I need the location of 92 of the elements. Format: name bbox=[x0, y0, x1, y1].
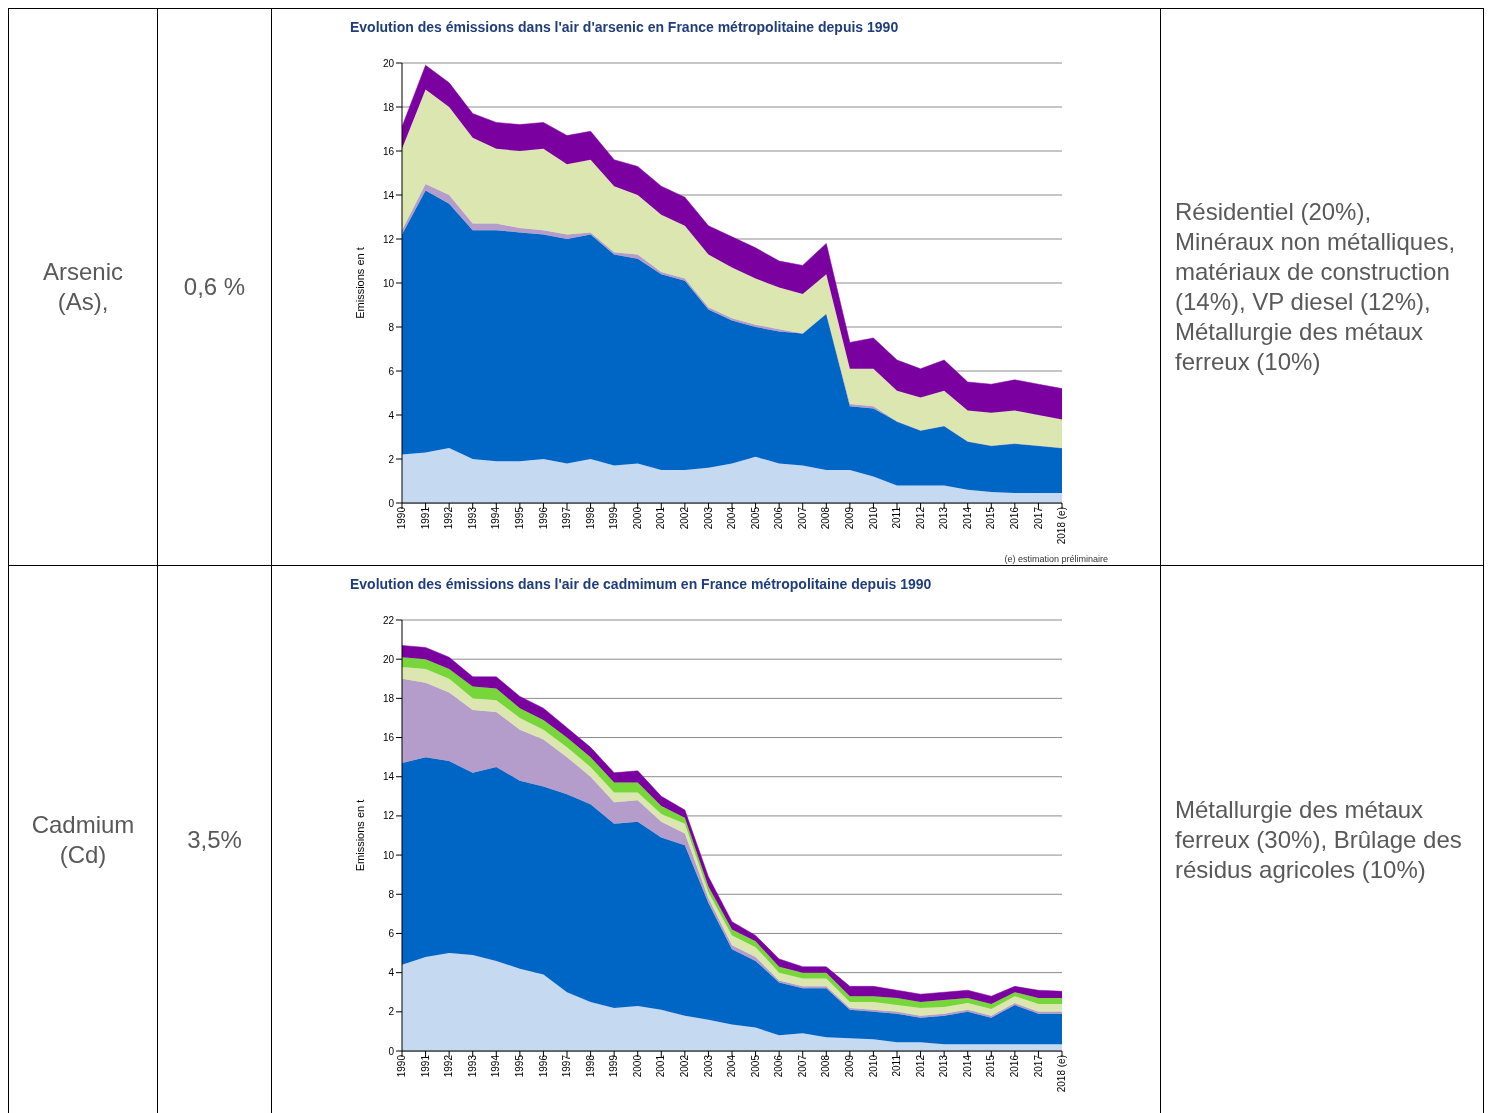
y-tick-label: 18 bbox=[382, 101, 395, 113]
x-tick-label: 2005 bbox=[749, 506, 761, 530]
x-tick-label: 2011 bbox=[891, 1054, 903, 1077]
y-tick-label: 20 bbox=[382, 653, 395, 665]
x-tick-label: 2008 bbox=[820, 506, 832, 530]
x-tick-label: 1998 bbox=[584, 506, 596, 530]
text: Résidentiel (20%), Minéraux non métalliques, matériaux de construction (14%), VP diesel (12%), Métallurgie des métaux ferreux (10%) bbox=[1175, 197, 1457, 377]
x-tick-label: 2007 bbox=[796, 506, 808, 530]
chart-title: Evolution des émissions dans l'air d'arsenic en France métropolitaine depuis 1990 bbox=[350, 19, 899, 35]
y-tick-label: 8 bbox=[388, 888, 395, 900]
y-tick-label: 0 bbox=[388, 1045, 395, 1057]
text: (e) estimation préliminaire bbox=[1004, 554, 1108, 564]
x-tick-label: 2004 bbox=[726, 1054, 738, 1078]
y-tick-label: 6 bbox=[388, 365, 395, 377]
y-tick-label: 6 bbox=[388, 928, 395, 939]
x-tick-label: 1996 bbox=[537, 506, 549, 530]
x-tick-label: 2002 bbox=[678, 1054, 690, 1078]
y-tick-label: 4 bbox=[388, 967, 395, 979]
text: Cadmium (Cd) bbox=[31, 809, 135, 870]
x-tick-label: 1993 bbox=[466, 1054, 478, 1078]
text: Arsenic (As), bbox=[42, 257, 124, 317]
chart-title: Evolution des émissions dans l'air de cadmimum en France métropolitaine depuis 1990 bbox=[350, 576, 932, 592]
y-tick-label: 12 bbox=[382, 233, 395, 245]
y-tick-label: 22 bbox=[382, 614, 395, 626]
x-tick-label: 1998 bbox=[584, 1054, 596, 1078]
x-tick-label: 2015 bbox=[985, 1054, 997, 1078]
x-tick-label: 2018 (e) bbox=[1056, 507, 1068, 545]
x-tick-label: 2017 bbox=[1032, 1054, 1044, 1078]
x-tick-label: 1991 bbox=[419, 506, 431, 530]
x-tick-label: 1993 bbox=[466, 506, 478, 530]
x-tick-label: 2003 bbox=[702, 1054, 714, 1078]
x-tick-label: 1995 bbox=[513, 506, 525, 530]
x-tick-label: 2001 bbox=[655, 1054, 667, 1078]
x-tick-label: 2010 bbox=[867, 506, 879, 530]
x-tick-label: 1990 bbox=[396, 506, 408, 530]
x-tick-label: 1990 bbox=[396, 1054, 408, 1078]
y-tick-label: 18 bbox=[382, 692, 395, 704]
x-tick-label: 2012 bbox=[914, 506, 926, 530]
text: 3,5% bbox=[187, 824, 242, 855]
text: Métallurgie des métaux ferreux (30%), Brûlage des résidus agricoles (10%) bbox=[1175, 794, 1463, 885]
x-tick-label: 2014 bbox=[961, 506, 973, 530]
x-tick-label: 2003 bbox=[702, 506, 714, 530]
y-tick-label: 10 bbox=[382, 277, 395, 289]
y-axis-title: Emissions en t bbox=[353, 247, 366, 319]
x-tick-label: 2012 bbox=[914, 1054, 926, 1078]
x-tick-label: 2000 bbox=[631, 1054, 643, 1078]
x-tick-label: 2002 bbox=[678, 506, 690, 530]
x-tick-label: 2005 bbox=[749, 1054, 761, 1078]
x-tick-label: 1992 bbox=[443, 1054, 455, 1078]
x-tick-label: 1996 bbox=[537, 1054, 549, 1078]
x-tick-label: 1997 bbox=[561, 1054, 573, 1078]
x-tick-label: 2009 bbox=[843, 1054, 855, 1078]
x-tick-label: 1994 bbox=[490, 506, 502, 530]
x-tick-label: 1994 bbox=[490, 1054, 502, 1078]
y-tick-label: 4 bbox=[388, 409, 395, 421]
x-tick-label: 2008 bbox=[820, 1054, 832, 1078]
x-tick-label: 2001 bbox=[655, 506, 667, 530]
x-tick-label: 2004 bbox=[726, 506, 738, 530]
y-tick-label: 14 bbox=[382, 771, 395, 783]
y-tick-label: 2 bbox=[388, 453, 395, 465]
x-tick-label: 2013 bbox=[938, 506, 950, 530]
x-tick-label: 1999 bbox=[608, 1054, 620, 1078]
y-tick-label: 20 bbox=[382, 57, 395, 69]
x-tick-label: 2016 bbox=[1008, 506, 1020, 530]
x-tick-label: 2016 bbox=[1008, 1054, 1020, 1078]
y-tick-label: 16 bbox=[382, 145, 395, 157]
x-tick-label: 1999 bbox=[608, 506, 620, 530]
y-axis-title: Emissions en t bbox=[353, 799, 366, 872]
y-tick-label: 0 bbox=[388, 497, 395, 509]
x-tick-label: 2010 bbox=[867, 1054, 879, 1078]
x-tick-label: 2017 bbox=[1032, 506, 1044, 530]
x-tick-label: 2013 bbox=[938, 1054, 950, 1078]
y-tick-label: 2 bbox=[388, 1006, 395, 1018]
text: 0,6 % bbox=[183, 272, 246, 302]
x-tick-label: 1991 bbox=[419, 1054, 431, 1078]
y-tick-label: 12 bbox=[382, 810, 395, 822]
x-tick-label: 2015 bbox=[985, 506, 997, 530]
x-tick-label: 2011 bbox=[891, 506, 903, 529]
x-tick-label: 2000 bbox=[631, 506, 643, 530]
x-tick-label: 2009 bbox=[843, 506, 855, 530]
x-tick-label: 2007 bbox=[796, 1054, 808, 1078]
x-tick-label: 2006 bbox=[773, 1054, 785, 1078]
y-tick-label: 10 bbox=[382, 849, 395, 861]
x-tick-label: 1992 bbox=[443, 506, 455, 530]
x-tick-label: 2014 bbox=[961, 1054, 973, 1078]
x-tick-label: 1997 bbox=[561, 506, 573, 530]
y-tick-label: 16 bbox=[382, 732, 395, 744]
y-tick-label: 14 bbox=[382, 189, 395, 201]
x-tick-label: 1995 bbox=[513, 1054, 525, 1078]
y-tick-label: 8 bbox=[388, 321, 395, 333]
x-tick-label: 2018 (e) bbox=[1056, 1055, 1068, 1093]
x-tick-label: 2006 bbox=[773, 506, 785, 530]
